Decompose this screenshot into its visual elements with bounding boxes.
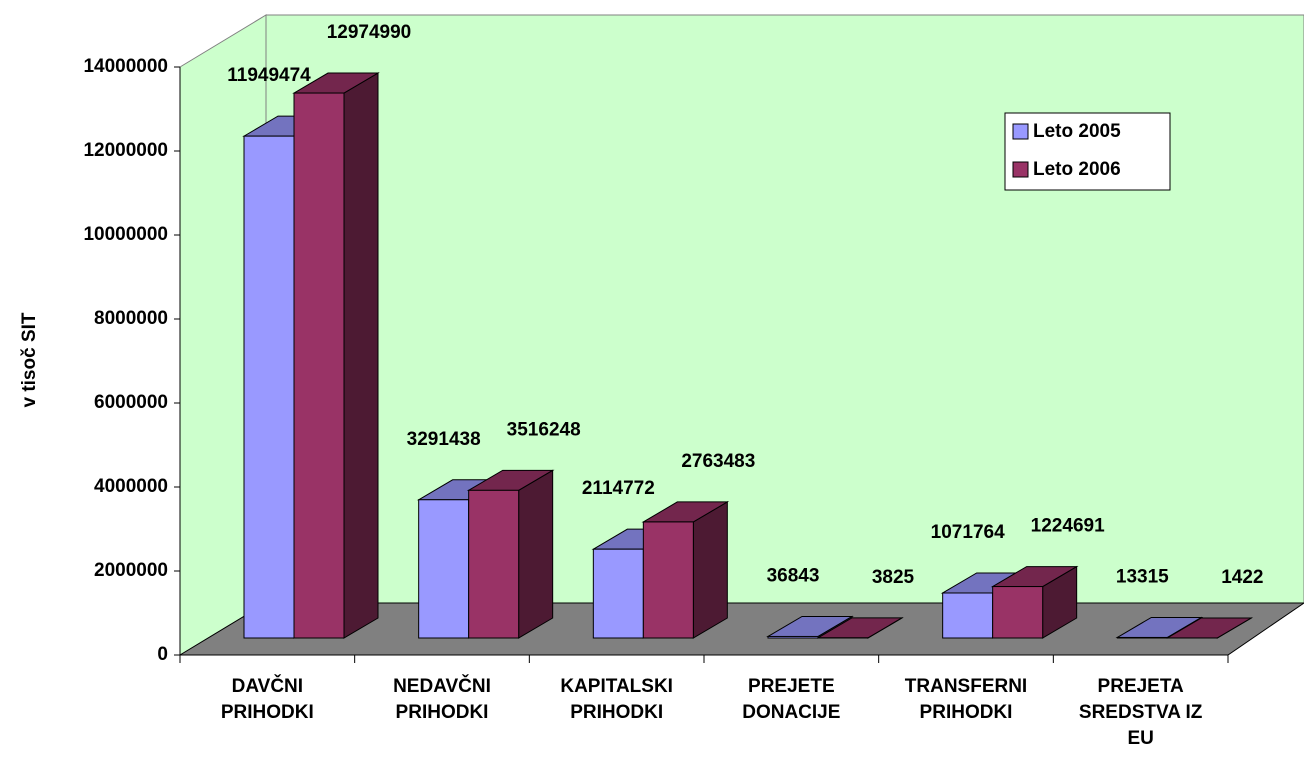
bar [466,469,555,639]
x-tick-label-line: EU [1127,728,1153,749]
x-tick-label-line: PRIHODKI [920,702,1013,723]
value-label: 3825 [872,567,915,588]
value-label: 3291438 [407,429,481,450]
x-tick-label: PREJETE DONACIJE [742,676,840,723]
bar-front [243,135,295,639]
x-tick-label-line: NEDAVČNI [393,675,491,697]
x-tick-label-line: DAVČNI [232,675,303,697]
bar-front [293,92,345,639]
bar-side [343,72,379,639]
value-label: 12974990 [327,22,412,43]
value-label: 36843 [767,565,820,586]
legend-label: Leto 2006 [1033,159,1121,180]
y-axis-title: v tisoč SIT [19,312,40,407]
y-tick-label: 6000000 [94,392,168,413]
x-tick-label-line: TRANSFERNI [905,676,1027,697]
x-tick-label-line: DONACIJE [742,702,840,723]
y-tick-label: 12000000 [83,140,168,161]
y-tick-label: 14000000 [83,56,168,77]
bar-front [992,586,1044,639]
y-tick-label: 4000000 [94,476,168,497]
bar-front [418,499,470,639]
legend-swatch [1012,123,1029,140]
bar-front [642,521,694,639]
y-tick-label: 0 [157,644,168,665]
bar [990,565,1079,639]
x-tick-label-line: PRIHODKI [570,702,663,723]
bar [292,72,380,639]
x-tick-label-line: SREDSTVA IZ [1079,702,1203,723]
x-tick-label-line: PREJETA [1098,676,1185,697]
value-label: 11949474 [227,65,311,86]
value-label: 2114772 [582,478,655,499]
x-tick-label: PREJETA SREDSTVA IZ EU [1079,676,1203,749]
x-tick-label: KAPITALSKI PRIHODKI [560,676,673,723]
value-label: 1224691 [1031,516,1105,537]
bar-front [1116,636,1168,639]
y-tick-label: 10000000 [83,224,168,245]
bar-front [767,635,819,639]
x-tick-label: NEDAVČNI PRIHODKI [393,675,491,723]
value-label: 2763483 [681,451,755,472]
bar-side [518,469,554,639]
bar [1165,617,1254,639]
x-tick-label-line: PREJETE [748,676,835,697]
value-label: 13315 [1116,566,1169,587]
legend-swatch [1012,161,1029,178]
bar-front [592,548,644,639]
x-tick-label-line: PRIHODKI [221,702,314,723]
x-tick-label-line: PRIHODKI [396,702,489,723]
y-tick-label: 8000000 [94,308,168,329]
bar-side [692,501,728,639]
bar [641,501,730,639]
value-label: 1422 [1221,567,1263,588]
bar-front [468,489,520,639]
legend-box [1004,112,1171,191]
x-tick-label-line: KAPITALSKI [560,676,673,697]
value-label: 3516248 [507,419,581,440]
legend-label: Leto 2005 [1033,121,1121,142]
value-label: 1071764 [931,522,1005,543]
x-tick-label: DAVČNI PRIHODKI [221,675,314,723]
y-tick-label: 2000000 [94,560,168,581]
bar [816,616,904,639]
bar-front [942,592,994,639]
x-tick-label: TRANSFERNI PRIHODKI [905,676,1027,723]
